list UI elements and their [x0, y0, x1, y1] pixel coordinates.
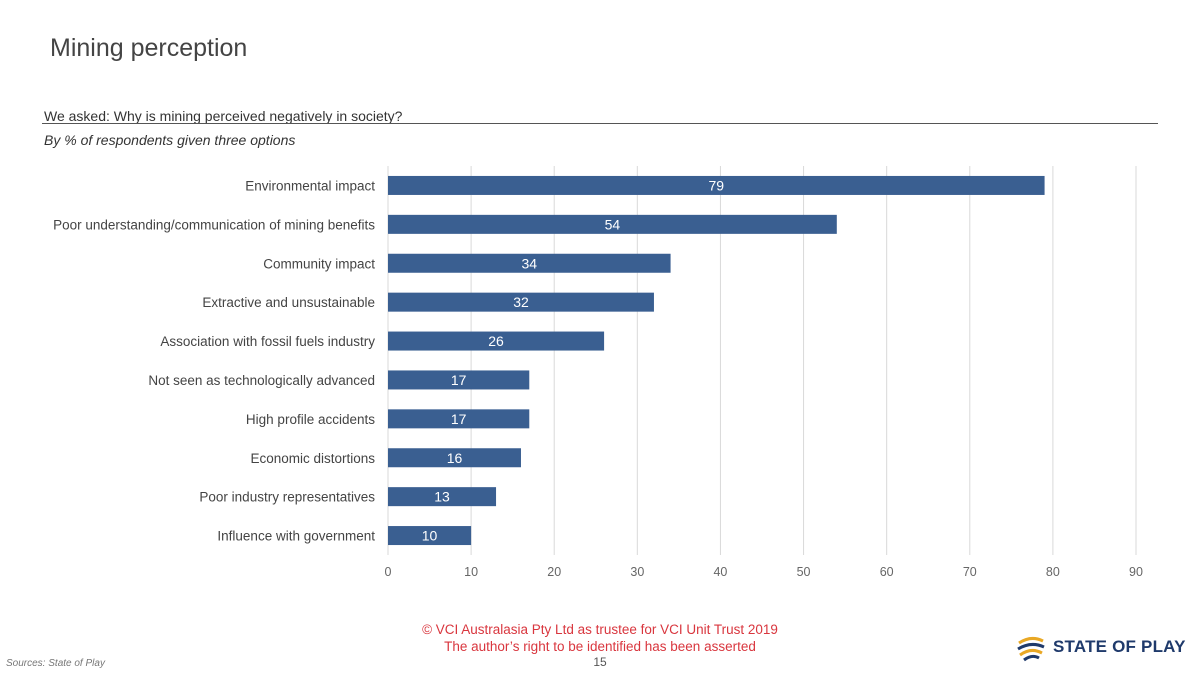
chart-subtitle: By % of respondents given three options [44, 132, 296, 148]
x-tick-label: 40 [713, 565, 727, 579]
x-tick-label: 60 [880, 565, 894, 579]
bar [388, 370, 530, 390]
bar-value-label: 17 [451, 411, 467, 427]
category-label: Not seen as technologically advanced [148, 373, 375, 388]
bar [388, 331, 605, 351]
bar-chart: 0 10 20 30 40 50 60 70 80 90 79 Environmental impac… [53, 166, 1143, 579]
category-label: Influence with government [217, 529, 375, 544]
category-label: Extractive and unsustainable [202, 295, 375, 310]
bar-value-label: 34 [521, 255, 537, 271]
bar [388, 253, 671, 273]
category-label: High profile accidents [246, 412, 375, 427]
category-label: Community impact [263, 256, 375, 271]
bar-value-label: 32 [513, 294, 529, 310]
x-tick-label: 30 [630, 565, 644, 579]
category-label: Environmental impact [245, 178, 375, 193]
category-label: Association with fossil fuels industry [160, 334, 375, 349]
bar-value-label: 79 [708, 177, 724, 193]
bar [388, 214, 837, 234]
header-divider [42, 123, 1158, 124]
bar [388, 292, 654, 312]
bar [388, 448, 521, 468]
bar-value-label: 16 [447, 450, 463, 466]
category-label: Poor industry representatives [199, 490, 375, 505]
sources-note: Sources: State of Play [6, 658, 105, 669]
x-tick-label: 90 [1129, 565, 1143, 579]
category-label: Economic distortions [250, 451, 375, 466]
category-label: Poor understanding/communication of mini… [53, 217, 375, 232]
logo-text: STATE OF PLAY [1053, 637, 1186, 656]
bar [388, 526, 472, 546]
survey-question: We asked: Why is mining perceived negati… [44, 108, 403, 124]
x-tick-label: 50 [797, 565, 811, 579]
bar-value-label: 54 [605, 216, 621, 232]
x-tick-label: 80 [1046, 565, 1060, 579]
bar [388, 175, 1045, 195]
bar-value-label: 17 [451, 372, 467, 388]
copyright-line-2: The author’s right to be identified has … [444, 639, 756, 654]
x-tick-label: 10 [464, 565, 478, 579]
copyright-line-1: © VCI Australasia Pty Ltd as trustee for… [422, 622, 778, 637]
page-number: 15 [593, 655, 607, 669]
bar-value-label: 26 [488, 333, 504, 349]
bar-value-label: 13 [434, 489, 450, 505]
x-tick-label: 20 [547, 565, 561, 579]
bar [388, 487, 497, 507]
x-tick-label: 70 [963, 565, 977, 579]
globe-swirl-icon [1017, 636, 1045, 662]
state-of-play-logo: STATE OF PLAY [1015, 630, 1186, 664]
bar [388, 409, 530, 429]
x-tick-label: 0 [385, 565, 392, 579]
page-title: Mining perception [50, 34, 248, 62]
bar-value-label: 10 [422, 528, 438, 544]
